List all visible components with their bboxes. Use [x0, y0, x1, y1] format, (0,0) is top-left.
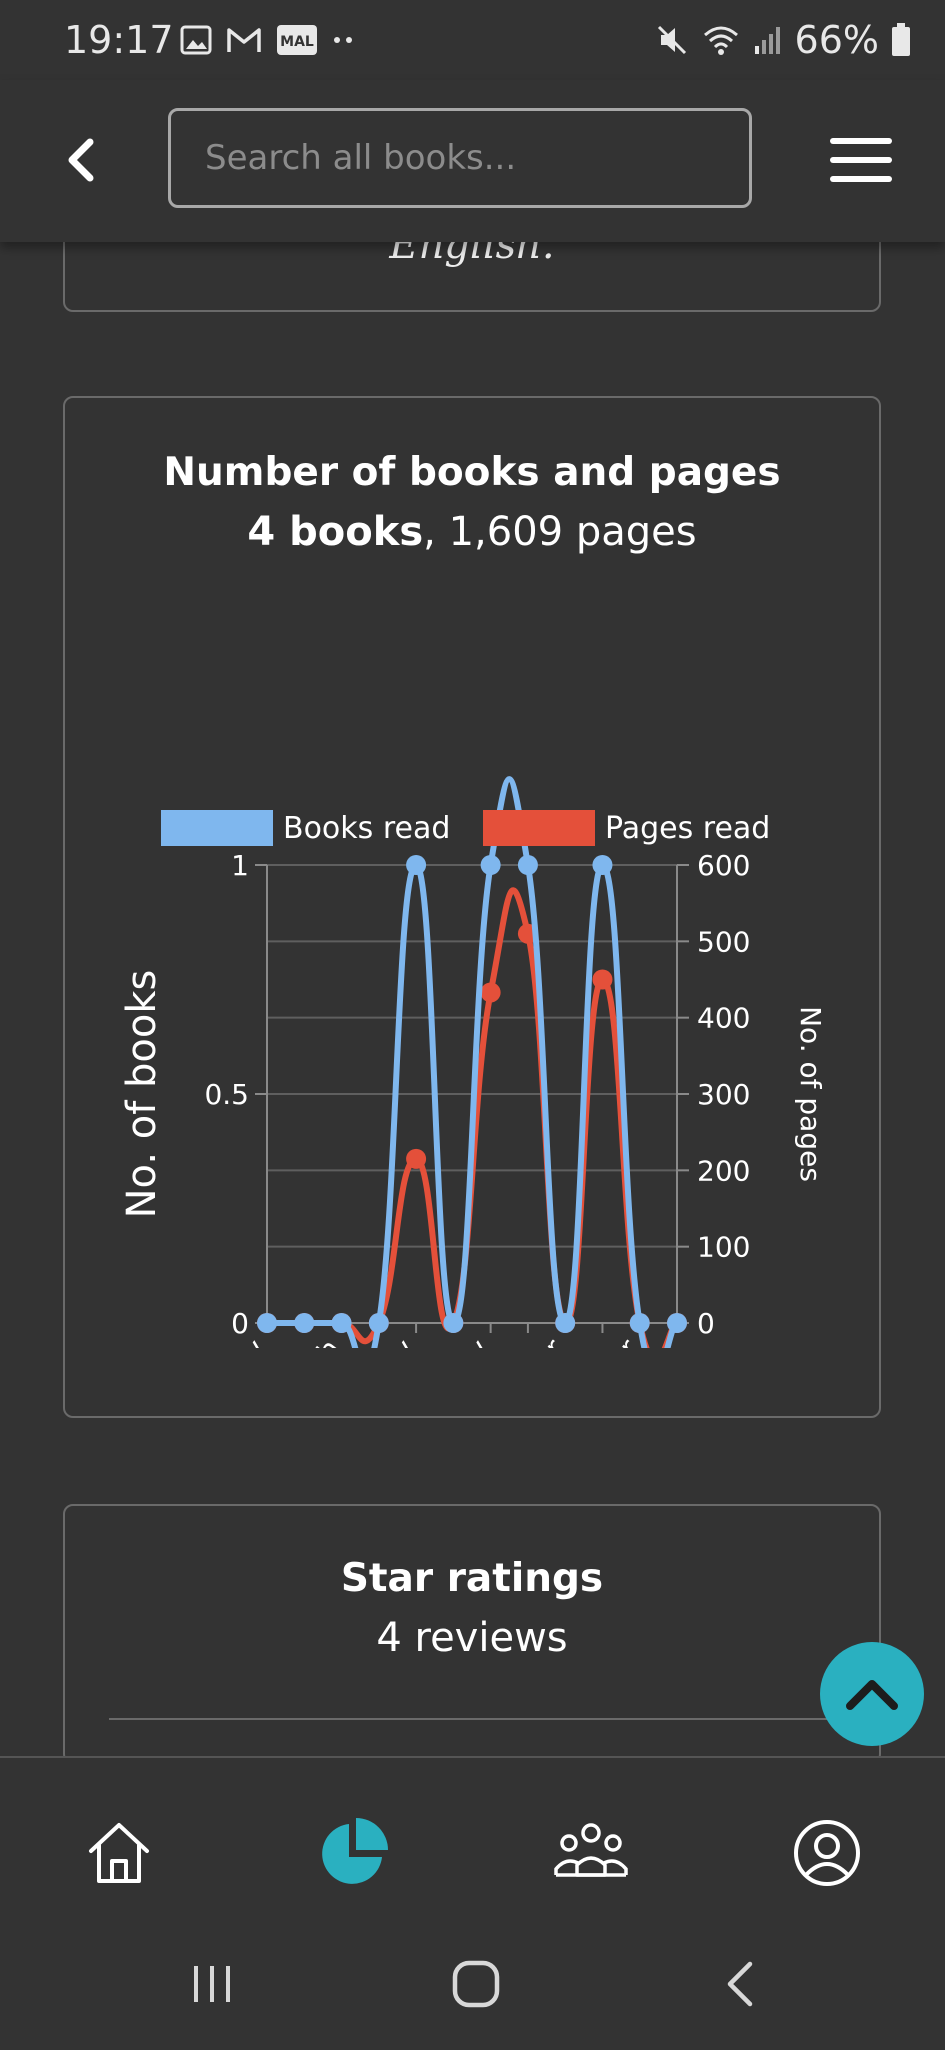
nav-stats[interactable]	[308, 1808, 398, 1898]
books-data-point	[630, 1313, 650, 1333]
status-time: 19:17	[64, 18, 174, 62]
books-data-point	[555, 1313, 575, 1333]
search-input[interactable]	[168, 108, 752, 208]
status-bar: 19:17 MAL	[0, 0, 945, 80]
ratings-title: Star ratings	[65, 1556, 879, 1601]
y-right-tick-label: 0	[697, 1307, 715, 1340]
legend-label: Books read	[283, 811, 450, 846]
app-bar	[0, 80, 945, 242]
books-data-point	[443, 1313, 463, 1333]
y-left-tick-label: 0.5	[204, 1078, 249, 1111]
books-data-point	[481, 855, 501, 875]
y-right-tick-label: 300	[697, 1078, 750, 1111]
books-data-point	[332, 1313, 352, 1333]
nav-community[interactable]	[546, 1808, 636, 1898]
legend-label: Pages read	[605, 811, 770, 846]
card-summary: 4 books, 1,609 pages	[65, 509, 879, 555]
books-data-point	[667, 1313, 687, 1333]
pages-count: , 1,609 pages	[423, 509, 696, 555]
nav-home[interactable]	[74, 1808, 164, 1898]
x-tick-label: January	[180, 1333, 273, 1348]
y-right-tick-label: 200	[697, 1154, 750, 1187]
signal-icon	[753, 24, 783, 56]
books-data-point	[592, 855, 612, 875]
community-icon	[552, 1817, 630, 1889]
recent-apps-icon[interactable]	[182, 1954, 242, 2014]
books-data-point	[518, 855, 538, 875]
books-data-point	[257, 1313, 277, 1333]
nav-profile[interactable]	[782, 1808, 872, 1898]
mal-text: MAL	[280, 34, 314, 50]
home-icon	[83, 1817, 155, 1889]
more-notifications-icon	[332, 35, 356, 45]
pages-data-point	[481, 982, 501, 1002]
x-tick-label: July	[438, 1333, 496, 1348]
profile-icon	[791, 1817, 863, 1889]
books-data-point	[406, 855, 426, 875]
chevron-up-icon	[842, 1674, 902, 1714]
books-pages-card: Number of books and pages 4 books, 1,609…	[63, 396, 881, 1418]
wifi-icon	[701, 23, 741, 57]
mute-icon	[655, 23, 689, 57]
hamburger-menu-icon[interactable]	[826, 130, 896, 190]
system-back-icon[interactable]	[712, 1954, 772, 2014]
y-left-axis-title: No. of books	[119, 970, 165, 1219]
pages-data-point	[592, 970, 612, 990]
legend-swatch	[483, 810, 595, 846]
gmail-icon	[226, 26, 262, 54]
x-tick-label: March	[269, 1333, 348, 1348]
scroll-top-button[interactable]	[820, 1642, 924, 1746]
system-status-icons: 66%	[655, 18, 911, 62]
legend-swatch	[161, 810, 273, 846]
y-right-tick-label: 600	[697, 849, 750, 882]
card-title: Number of books and pages	[65, 450, 879, 495]
mal-icon: MAL	[276, 24, 318, 56]
y-left-tick-label: 1	[231, 849, 249, 882]
books-data-point	[369, 1313, 389, 1333]
books-pages-chart: 00.510100200300400500600JanuaryMarchMayJ…	[65, 588, 879, 1348]
ratings-subtitle: 4 reviews	[65, 1615, 879, 1661]
books-data-point	[294, 1313, 314, 1333]
books-count: 4 books	[247, 509, 423, 555]
y-right-tick-label: 400	[697, 1002, 750, 1035]
bottom-navigation	[0, 1756, 945, 2050]
image-icon	[180, 25, 212, 55]
divider	[109, 1718, 835, 1720]
notification-icons: MAL	[180, 20, 356, 60]
y-right-tick-label: 500	[697, 925, 750, 958]
home-button-icon[interactable]	[446, 1954, 506, 2014]
battery-percent: 66%	[795, 18, 879, 62]
y-right-tick-label: 100	[697, 1231, 750, 1264]
star-ratings-card: Star ratings 4 reviews	[63, 1504, 881, 1764]
back-arrow-icon[interactable]	[52, 130, 112, 190]
y-right-axis-title: No. of pages	[794, 1006, 827, 1182]
pages-data-point	[406, 1149, 426, 1169]
battery-icon	[891, 23, 911, 57]
stats-pie-icon	[316, 1816, 390, 1890]
